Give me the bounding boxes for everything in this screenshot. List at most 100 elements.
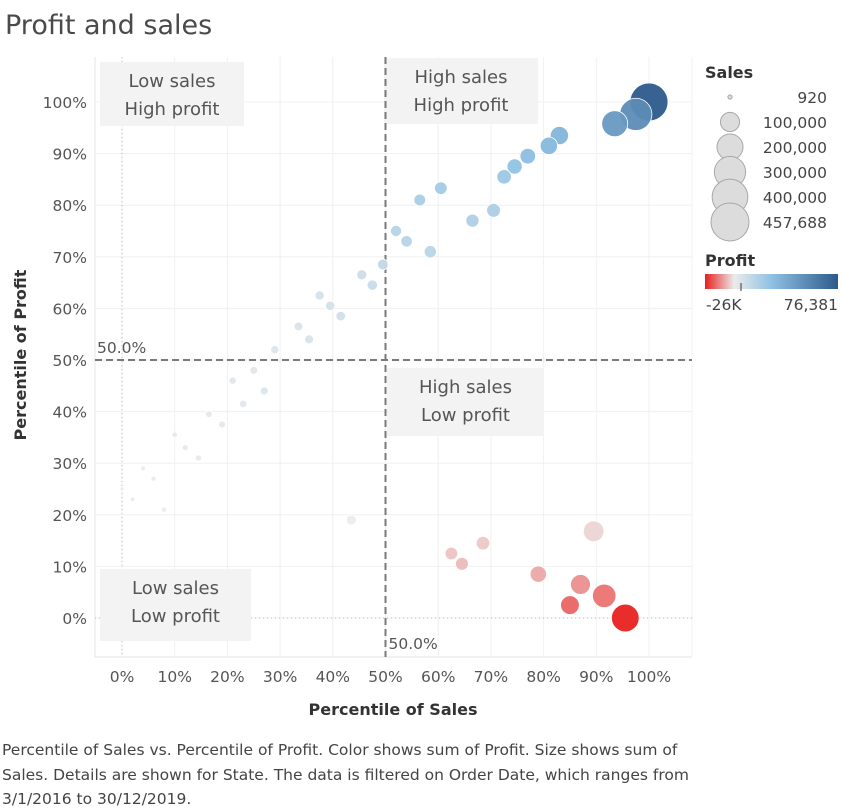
y-tick-label: 80% [53, 197, 87, 215]
data-point [228, 376, 237, 385]
quadrant-box-bottom-right [387, 368, 544, 436]
data-point [529, 565, 547, 583]
sales-legend-label: 100,000 [763, 114, 827, 132]
data-point [314, 290, 325, 301]
data-point [486, 203, 501, 218]
data-point [150, 475, 157, 482]
quadrant-labels: Low sales High profit High sales High profi… [100, 58, 544, 641]
y-tick-label: 40% [53, 404, 87, 422]
data-point [325, 300, 336, 311]
data-point [465, 213, 480, 228]
profit-legend-title: Profit [705, 251, 755, 270]
data-point [171, 431, 178, 439]
data-point [239, 399, 248, 409]
profit-gradient-bar [705, 274, 838, 289]
profit-legend: Profit -26K 76,381 [705, 251, 838, 314]
reference-lines: 50.0% 50.0% [95, 57, 692, 657]
quadrant-label-top-left: High profit [125, 99, 220, 120]
sales-legend-label: 920 [797, 89, 827, 107]
x-tick-label: 40% [316, 668, 350, 686]
data-point [444, 546, 459, 561]
data-points [119, 82, 669, 633]
reference-label-x: 50.0% [389, 635, 438, 653]
reference-label-y: 50.0% [97, 339, 146, 357]
data-point [413, 193, 427, 207]
y-tick-label: 50% [53, 352, 87, 370]
profit-min-label: -26K [706, 296, 742, 314]
data-point [293, 321, 304, 332]
quadrant-label-bottom-right: High sales [419, 377, 512, 398]
x-tick-label: 20% [210, 668, 244, 686]
data-point [475, 535, 491, 551]
quadrant-box-bottom-left [100, 569, 251, 641]
x-axis-title: Percentile of Sales [309, 700, 478, 719]
data-point [218, 420, 227, 429]
quadrant-box-top-right [384, 58, 538, 124]
sales-legend: Sales 920 100,000 200,000 300,000 400,000 457… [705, 63, 827, 242]
data-point [377, 258, 389, 271]
data-point [129, 496, 136, 503]
x-tick-label: 50% [368, 668, 402, 686]
quadrant-box-top-left [100, 62, 244, 126]
sales-legend-circle [710, 202, 750, 242]
sales-legend-label: 457,688 [763, 214, 827, 232]
data-point [181, 444, 189, 452]
y-tick-label: 70% [53, 249, 87, 267]
sales-legend-title: Sales [705, 63, 753, 82]
chart-caption: Percentile of Sales vs. Percentile of Pr… [2, 741, 689, 808]
y-tick-label: 10% [53, 558, 87, 576]
data-point [592, 583, 617, 608]
y-tick-label: 0% [62, 610, 87, 628]
scatter-chart: Low sales High profit High sales High profi… [11, 57, 838, 719]
y-tick-label: 30% [53, 455, 87, 473]
data-point [423, 245, 437, 259]
data-point [506, 158, 523, 175]
data-point [119, 486, 125, 492]
data-point [194, 454, 202, 462]
x-tick-label: 30% [263, 668, 297, 686]
data-point [455, 556, 469, 571]
quadrant-label-bottom-left: Low profit [131, 606, 220, 627]
x-tick-label: 90% [579, 668, 613, 686]
sales-legend-label: 300,000 [763, 164, 827, 182]
quadrant-label-top-right: High sales [415, 67, 508, 88]
data-point [601, 110, 629, 138]
quadrant-label-top-right: High profit [414, 95, 509, 116]
data-point [434, 181, 448, 195]
data-point [356, 269, 368, 281]
y-tick-label: 90% [53, 146, 87, 164]
x-tick-label: 80% [526, 668, 560, 686]
profit-max-label: 76,381 [784, 296, 838, 314]
sales-legend-circle [719, 111, 741, 133]
data-point [390, 225, 403, 237]
data-point [582, 520, 605, 543]
data-point [205, 410, 213, 418]
data-point [519, 147, 537, 165]
x-tick-label: 60% [421, 668, 455, 686]
data-point [496, 169, 512, 185]
data-point [335, 310, 346, 322]
data-point [140, 465, 146, 472]
data-point [400, 235, 413, 248]
y-tick-label: 100% [43, 94, 87, 112]
y-tick-label: 60% [53, 300, 87, 318]
x-tick-label: 10% [157, 668, 191, 686]
data-point [161, 506, 168, 513]
chart-title: Profit and sales [5, 10, 213, 41]
data-point [345, 514, 357, 526]
data-point [539, 136, 558, 155]
data-point [560, 595, 580, 615]
data-point [366, 279, 378, 291]
y-axis-title: Percentile of Profit [11, 269, 30, 440]
x-tick-label: 0% [110, 668, 135, 686]
quadrant-label-bottom-left: Low sales [132, 578, 219, 599]
data-point [611, 603, 640, 633]
quadrant-label-top-left: Low sales [128, 71, 215, 92]
data-point [570, 574, 591, 595]
data-point [270, 345, 280, 355]
data-point [304, 334, 314, 345]
quadrant-label-bottom-right: Low profit [421, 405, 510, 426]
axes: 0% 0% 10% 10% 20% 20% 30% 30% 40% 40% 50% 50% 60% 60%… [11, 94, 671, 719]
sales-legend-circle [727, 94, 733, 100]
y-tick-label: 20% [53, 507, 87, 525]
